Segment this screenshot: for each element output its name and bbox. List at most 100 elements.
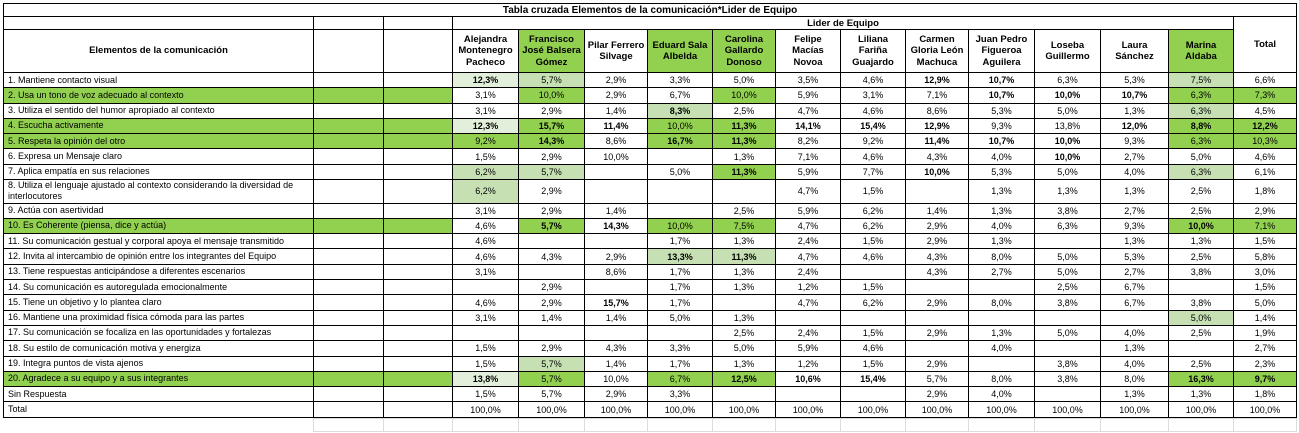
value-cell: 1,5% (840, 179, 906, 204)
value-cell: 3,8% (1034, 294, 1101, 311)
value-cell: 15,7% (584, 294, 648, 311)
blank-cell (313, 294, 384, 311)
value-cell (1100, 309, 1169, 326)
blank-cell (383, 294, 453, 311)
row-label: 11. Su comunicación gestual y corporal a… (3, 233, 314, 250)
value-cell: 9,2% (452, 133, 519, 150)
leader-header: Loseba Guillermo (1034, 29, 1101, 73)
value-cell (647, 324, 713, 342)
leader-header: Carolina Gallardo Donoso (712, 29, 776, 73)
row-label: 2. Usa un tono de voz adecuado al contex… (3, 87, 314, 104)
row-label: 12. Invita al intercambio de opinión ent… (3, 248, 314, 265)
value-cell: 2,9% (584, 386, 648, 403)
value-cell: 12,5% (712, 370, 776, 388)
value-cell: 2,9% (905, 355, 969, 372)
row-label: 10. Es Coherente (piensa, dice y actúa) (3, 217, 314, 235)
value-cell (840, 309, 906, 326)
value-cell (584, 179, 648, 204)
value-cell (968, 355, 1035, 372)
leaders-header-row: Elementos de la comunicación Alejandra M… (3, 29, 1297, 73)
leader-header: Francisco José Balsera Gómez (518, 29, 585, 73)
table-row: 7. Aplica empatía en sus relaciones 6,2% 5… (3, 163, 1298, 181)
value-cell: 3,3% (647, 71, 713, 89)
row-label: 1. Mantiene contacto visual (3, 71, 314, 89)
value-cell: 4,0% (1100, 355, 1169, 372)
blank-cell (383, 386, 453, 403)
row-dimension-header: Elementos de la comunicación (3, 29, 314, 73)
value-cell (968, 309, 1035, 326)
table-row: 8. Utiliza el lenguaje ajustado al conte… (3, 179, 1298, 204)
value-cell: 5,3% (1100, 248, 1169, 265)
value-cell (1168, 340, 1234, 357)
row-label: Sin Respuesta (3, 386, 314, 403)
value-cell: 7,1% (1232, 217, 1298, 235)
blank-cell (313, 233, 384, 250)
value-cell: 10,0% (584, 370, 648, 388)
table-row: 16. Mantiene una proximidad física cómod… (3, 309, 1298, 326)
value-cell (1034, 309, 1101, 326)
value-cell: 14,3% (518, 133, 585, 150)
blank-cell (313, 217, 384, 235)
value-cell: 2,5% (712, 202, 776, 219)
value-cell (584, 324, 648, 342)
value-cell: 1,5% (1232, 279, 1298, 296)
value-cell: 2,9% (518, 102, 585, 119)
value-cell: 1,3% (1100, 386, 1169, 403)
table-row: Sin Respuesta 1,5% 5,7% 2,9% 3,3% 2,9% 4,0% 1,3… (3, 386, 1298, 403)
value-cell: 6,2% (840, 294, 906, 311)
value-cell (905, 340, 969, 357)
value-cell: 1,2% (775, 355, 841, 372)
value-cell: 1,3% (712, 263, 776, 281)
value-cell: 1,4% (584, 202, 648, 219)
value-cell: 2,5% (1168, 202, 1234, 219)
value-cell: 9,3% (968, 117, 1035, 135)
value-cell: 6,7% (1100, 294, 1169, 311)
blank-cell (383, 370, 453, 388)
value-cell: 2,4% (775, 263, 841, 281)
blank-cell (313, 355, 384, 372)
table-row: Total 100,0% 100,0% 100,0% 100,0% 100,0% 100,0… (3, 401, 1298, 418)
value-cell: 11,4% (584, 117, 648, 135)
value-cell: 1,7% (647, 279, 713, 296)
value-cell: 8,6% (584, 263, 648, 281)
value-cell: 3,1% (452, 202, 519, 219)
value-cell: 6,2% (452, 179, 519, 204)
value-cell: 1,5% (840, 279, 906, 296)
value-cell: 15,4% (840, 370, 906, 388)
value-cell: 2,3% (1232, 355, 1298, 372)
value-cell: 2,9% (584, 71, 648, 89)
empty-grid-cell (840, 417, 906, 432)
value-cell (712, 179, 776, 204)
blank-cell (383, 309, 453, 326)
value-cell: 14,3% (584, 217, 648, 235)
row-label: 8. Utiliza el lenguaje ajustado al conte… (3, 179, 314, 204)
value-cell: 4,6% (452, 248, 519, 265)
value-cell: 5,9% (775, 202, 841, 219)
empty-grid-cell (905, 417, 969, 432)
value-cell: 100,0% (775, 401, 841, 418)
blank-cell (313, 202, 384, 219)
blank-cell (313, 179, 384, 204)
value-cell: 5,0% (1034, 324, 1101, 342)
table-row: 9. Actúa con asertividad 3,1% 2,9% 1,4% 2,5%… (3, 202, 1298, 219)
empty-grid-cell (383, 417, 453, 432)
value-cell: 16,7% (647, 133, 713, 150)
value-cell: 4,3% (905, 248, 969, 265)
value-cell (905, 279, 969, 296)
blank-cell (313, 279, 384, 296)
value-cell: 10,0% (905, 163, 969, 181)
value-cell: 2,9% (905, 233, 969, 250)
value-cell: 1,3% (712, 355, 776, 372)
row-label: 20. Agradece a su equipo y a sus integra… (3, 370, 314, 388)
value-cell: 10,0% (647, 117, 713, 135)
blank-cell (313, 117, 384, 135)
value-cell: 1,7% (647, 263, 713, 281)
value-cell: 5,3% (1100, 71, 1169, 89)
value-cell (518, 233, 585, 250)
value-cell: 5,0% (1034, 263, 1101, 281)
value-cell (775, 309, 841, 326)
value-cell: 5,0% (647, 163, 713, 181)
value-cell (1168, 279, 1234, 296)
value-cell: 3,5% (775, 71, 841, 89)
value-cell: 2,5% (712, 324, 776, 342)
